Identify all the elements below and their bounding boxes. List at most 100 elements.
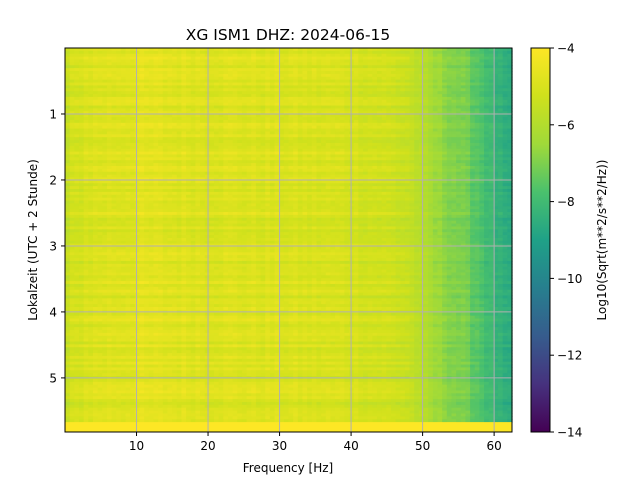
heatmap-cell	[386, 88, 392, 92]
heatmap-cell	[111, 96, 117, 101]
heatmap-cell	[395, 82, 401, 87]
heatmap-cell	[395, 62, 401, 66]
heatmap-cell	[349, 73, 355, 78]
heatmap-cell	[218, 96, 224, 101]
heatmap-cell	[302, 48, 308, 52]
heatmap-cell	[456, 91, 462, 95]
heatmap-cell	[246, 56, 252, 61]
heatmap-cell	[307, 48, 313, 52]
heatmap-cell	[153, 59, 159, 63]
heatmap-cell	[316, 62, 322, 66]
heatmap-cell	[102, 88, 108, 92]
heatmap-cell	[251, 94, 257, 98]
heatmap-cell	[167, 68, 173, 72]
heatmap-cell	[69, 88, 75, 92]
heatmap-cell	[227, 62, 234, 66]
heatmap-cell	[153, 79, 159, 84]
heatmap-cell	[456, 73, 462, 78]
heatmap-cell	[186, 71, 192, 75]
heatmap-cell	[367, 56, 373, 61]
heatmap-cell	[158, 62, 164, 66]
heatmap-cell	[255, 56, 262, 61]
heatmap-cell	[223, 96, 229, 101]
heatmap-cell	[106, 73, 113, 78]
heatmap-cell	[460, 96, 467, 101]
heatmap-cell	[297, 73, 304, 78]
heatmap-cell	[260, 91, 266, 95]
heatmap-cell	[321, 65, 327, 69]
heatmap-cell	[200, 91, 206, 95]
heatmap-cell	[269, 71, 276, 75]
heatmap-cell	[83, 79, 89, 84]
heatmap-cell	[279, 82, 285, 87]
heatmap-cell	[344, 76, 350, 81]
heatmap-cell	[353, 96, 359, 101]
heatmap-cell	[102, 71, 108, 75]
heatmap-cell	[474, 71, 481, 75]
heatmap-cell	[437, 59, 443, 63]
heatmap-cell	[418, 59, 425, 63]
heatmap-cell	[144, 71, 150, 75]
heatmap-cell	[172, 62, 178, 66]
heatmap-cell	[111, 91, 117, 95]
heatmap-cell	[265, 50, 271, 55]
heatmap-cell	[214, 62, 220, 66]
heatmap-cell	[288, 65, 294, 69]
heatmap-cell	[414, 94, 420, 98]
heatmap-cell	[428, 59, 434, 63]
heatmap-cell	[162, 91, 169, 95]
heatmap-cell	[395, 71, 401, 75]
heatmap-cell	[353, 59, 359, 63]
heatmap-cell	[218, 76, 224, 81]
heatmap-cell	[302, 65, 308, 69]
heatmap-cell	[474, 50, 481, 55]
heatmap-cell	[214, 48, 220, 52]
heatmap-cell	[498, 79, 504, 84]
heatmap-cell	[209, 99, 215, 104]
heatmap-cell	[130, 62, 136, 66]
heatmap-cell	[148, 88, 155, 92]
heatmap-cell	[302, 85, 308, 89]
heatmap-cell	[88, 99, 94, 104]
heatmap-cell	[479, 73, 485, 78]
heatmap-cell	[442, 50, 448, 55]
heatmap-cell	[456, 53, 462, 58]
heatmap-cell	[311, 76, 318, 81]
heatmap-cell	[106, 96, 113, 101]
heatmap-cell	[423, 73, 429, 78]
heatmap-cell	[381, 76, 387, 81]
heatmap-cell	[255, 50, 262, 55]
heatmap-cell	[381, 73, 387, 78]
heatmap-cell	[200, 50, 206, 55]
heatmap-cell	[488, 65, 494, 69]
heatmap-cell	[246, 62, 252, 66]
heatmap-cell	[330, 82, 336, 87]
heatmap-cell	[162, 73, 169, 78]
heatmap-cell	[307, 91, 313, 95]
heatmap-cell	[488, 73, 494, 78]
heatmap-cell	[437, 76, 443, 81]
heatmap-cell	[386, 76, 392, 81]
heatmap-cell	[442, 65, 448, 69]
heatmap-cell	[372, 79, 378, 84]
heatmap-cell	[269, 76, 276, 81]
heatmap-cell	[335, 71, 341, 75]
heatmap-cell	[83, 73, 89, 78]
heatmap-cell	[316, 53, 322, 58]
heatmap-cell	[260, 73, 266, 78]
heatmap-cell	[423, 94, 429, 98]
heatmap-cell	[255, 48, 262, 52]
heatmap-cell	[381, 62, 387, 66]
heatmap-cell	[130, 88, 136, 92]
heatmap-cell	[78, 48, 85, 52]
heatmap-cell	[493, 76, 499, 81]
heatmap-cell	[414, 50, 420, 55]
heatmap-cell	[227, 82, 234, 87]
heatmap-cell	[330, 68, 336, 72]
heatmap-cell	[335, 65, 341, 69]
heatmap-cell	[241, 59, 248, 63]
heatmap-cell	[125, 91, 131, 95]
heatmap-cell	[432, 79, 439, 84]
heatmap-cell	[302, 53, 308, 58]
heatmap-cell	[204, 94, 210, 98]
